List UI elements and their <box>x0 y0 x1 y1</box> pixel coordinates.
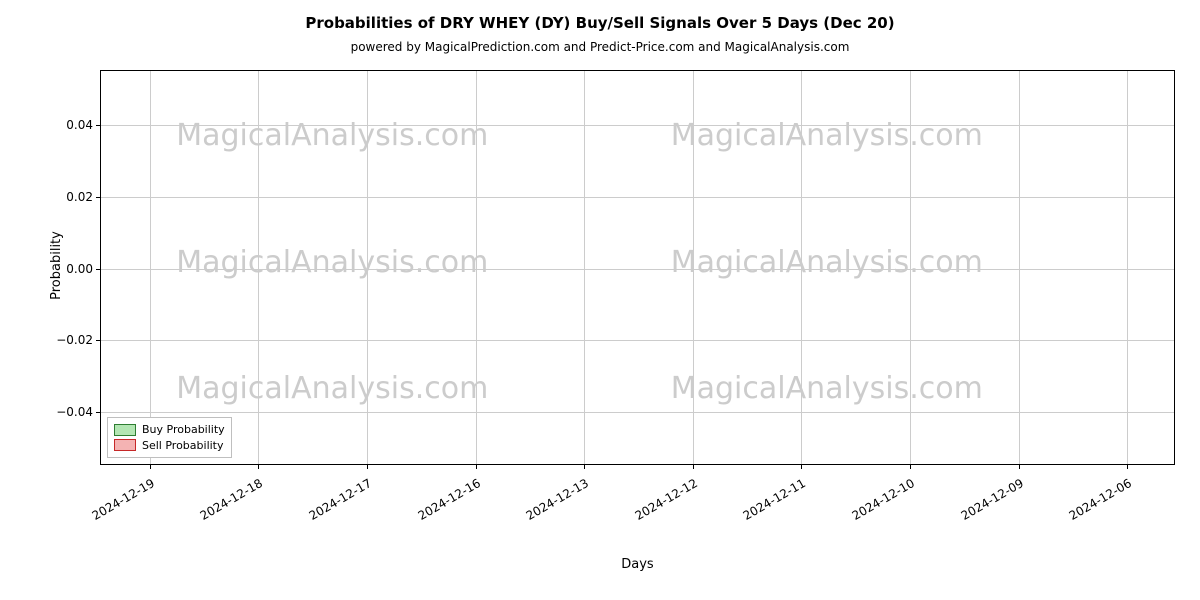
watermark-text: MagicalAnalysis.com <box>671 371 983 406</box>
x-tick-mark <box>1127 464 1128 469</box>
watermark-text: MagicalAnalysis.com <box>176 245 488 280</box>
x-tick-mark <box>150 464 151 469</box>
x-tick-mark <box>910 464 911 469</box>
y-tick-label: 0.00 <box>66 262 93 276</box>
legend-item-sell: Sell Probability <box>114 438 225 453</box>
gridline-vertical <box>367 71 368 464</box>
y-tick-label: −0.04 <box>56 405 93 419</box>
y-tick-mark <box>96 125 101 126</box>
plot-area: −0.04−0.020.000.020.042024-12-192024-12-… <box>100 70 1175 465</box>
x-tick-label: 2024-12-12 <box>632 476 699 523</box>
legend: Buy Probability Sell Probability <box>107 417 232 458</box>
x-tick-label: 2024-12-11 <box>741 476 808 523</box>
gridline-vertical <box>476 71 477 464</box>
gridline-horizontal <box>101 125 1174 126</box>
y-tick-mark <box>96 197 101 198</box>
gridline-horizontal <box>101 269 1174 270</box>
x-tick-label: 2024-12-17 <box>307 476 374 523</box>
legend-item-buy: Buy Probability <box>114 422 225 437</box>
y-tick-mark <box>96 412 101 413</box>
chart-title: Probabilities of DRY WHEY (DY) Buy/Sell … <box>0 14 1200 32</box>
y-tick-mark <box>96 340 101 341</box>
x-tick-label: 2024-12-18 <box>198 476 265 523</box>
x-tick-mark <box>476 464 477 469</box>
gridline-vertical <box>584 71 585 464</box>
legend-label-buy: Buy Probability <box>142 422 225 437</box>
watermark-text: MagicalAnalysis.com <box>671 118 983 153</box>
x-tick-label: 2024-12-06 <box>1067 476 1134 523</box>
watermark-text: MagicalAnalysis.com <box>176 371 488 406</box>
y-tick-label: −0.02 <box>56 333 93 347</box>
y-tick-mark <box>96 269 101 270</box>
watermark-text: MagicalAnalysis.com <box>176 118 488 153</box>
x-tick-mark <box>584 464 585 469</box>
x-tick-label: 2024-12-09 <box>958 476 1025 523</box>
watermark-text: MagicalAnalysis.com <box>671 245 983 280</box>
x-tick-label: 2024-12-10 <box>850 476 917 523</box>
x-tick-mark <box>801 464 802 469</box>
x-tick-mark <box>367 464 368 469</box>
y-tick-label: 0.02 <box>66 190 93 204</box>
gridline-vertical <box>1127 71 1128 464</box>
x-tick-label: 2024-12-16 <box>415 476 482 523</box>
x-tick-label: 2024-12-13 <box>524 476 591 523</box>
legend-swatch-buy <box>114 424 136 436</box>
legend-label-sell: Sell Probability <box>142 438 224 453</box>
gridline-vertical <box>910 71 911 464</box>
gridline-horizontal <box>101 340 1174 341</box>
x-tick-mark <box>258 464 259 469</box>
gridline-horizontal <box>101 412 1174 413</box>
gridline-vertical <box>693 71 694 464</box>
x-tick-mark <box>1019 464 1020 469</box>
x-tick-mark <box>693 464 694 469</box>
gridline-vertical <box>258 71 259 464</box>
y-axis-label: Probability <box>49 231 64 300</box>
legend-swatch-sell <box>114 439 136 451</box>
y-tick-label: 0.04 <box>66 118 93 132</box>
x-axis-label: Days <box>100 557 1175 572</box>
chart-subtitle: powered by MagicalPrediction.com and Pre… <box>0 40 1200 54</box>
gridline-vertical <box>801 71 802 464</box>
gridline-horizontal <box>101 197 1174 198</box>
gridline-vertical <box>150 71 151 464</box>
x-tick-label: 2024-12-19 <box>89 476 156 523</box>
gridline-vertical <box>1019 71 1020 464</box>
